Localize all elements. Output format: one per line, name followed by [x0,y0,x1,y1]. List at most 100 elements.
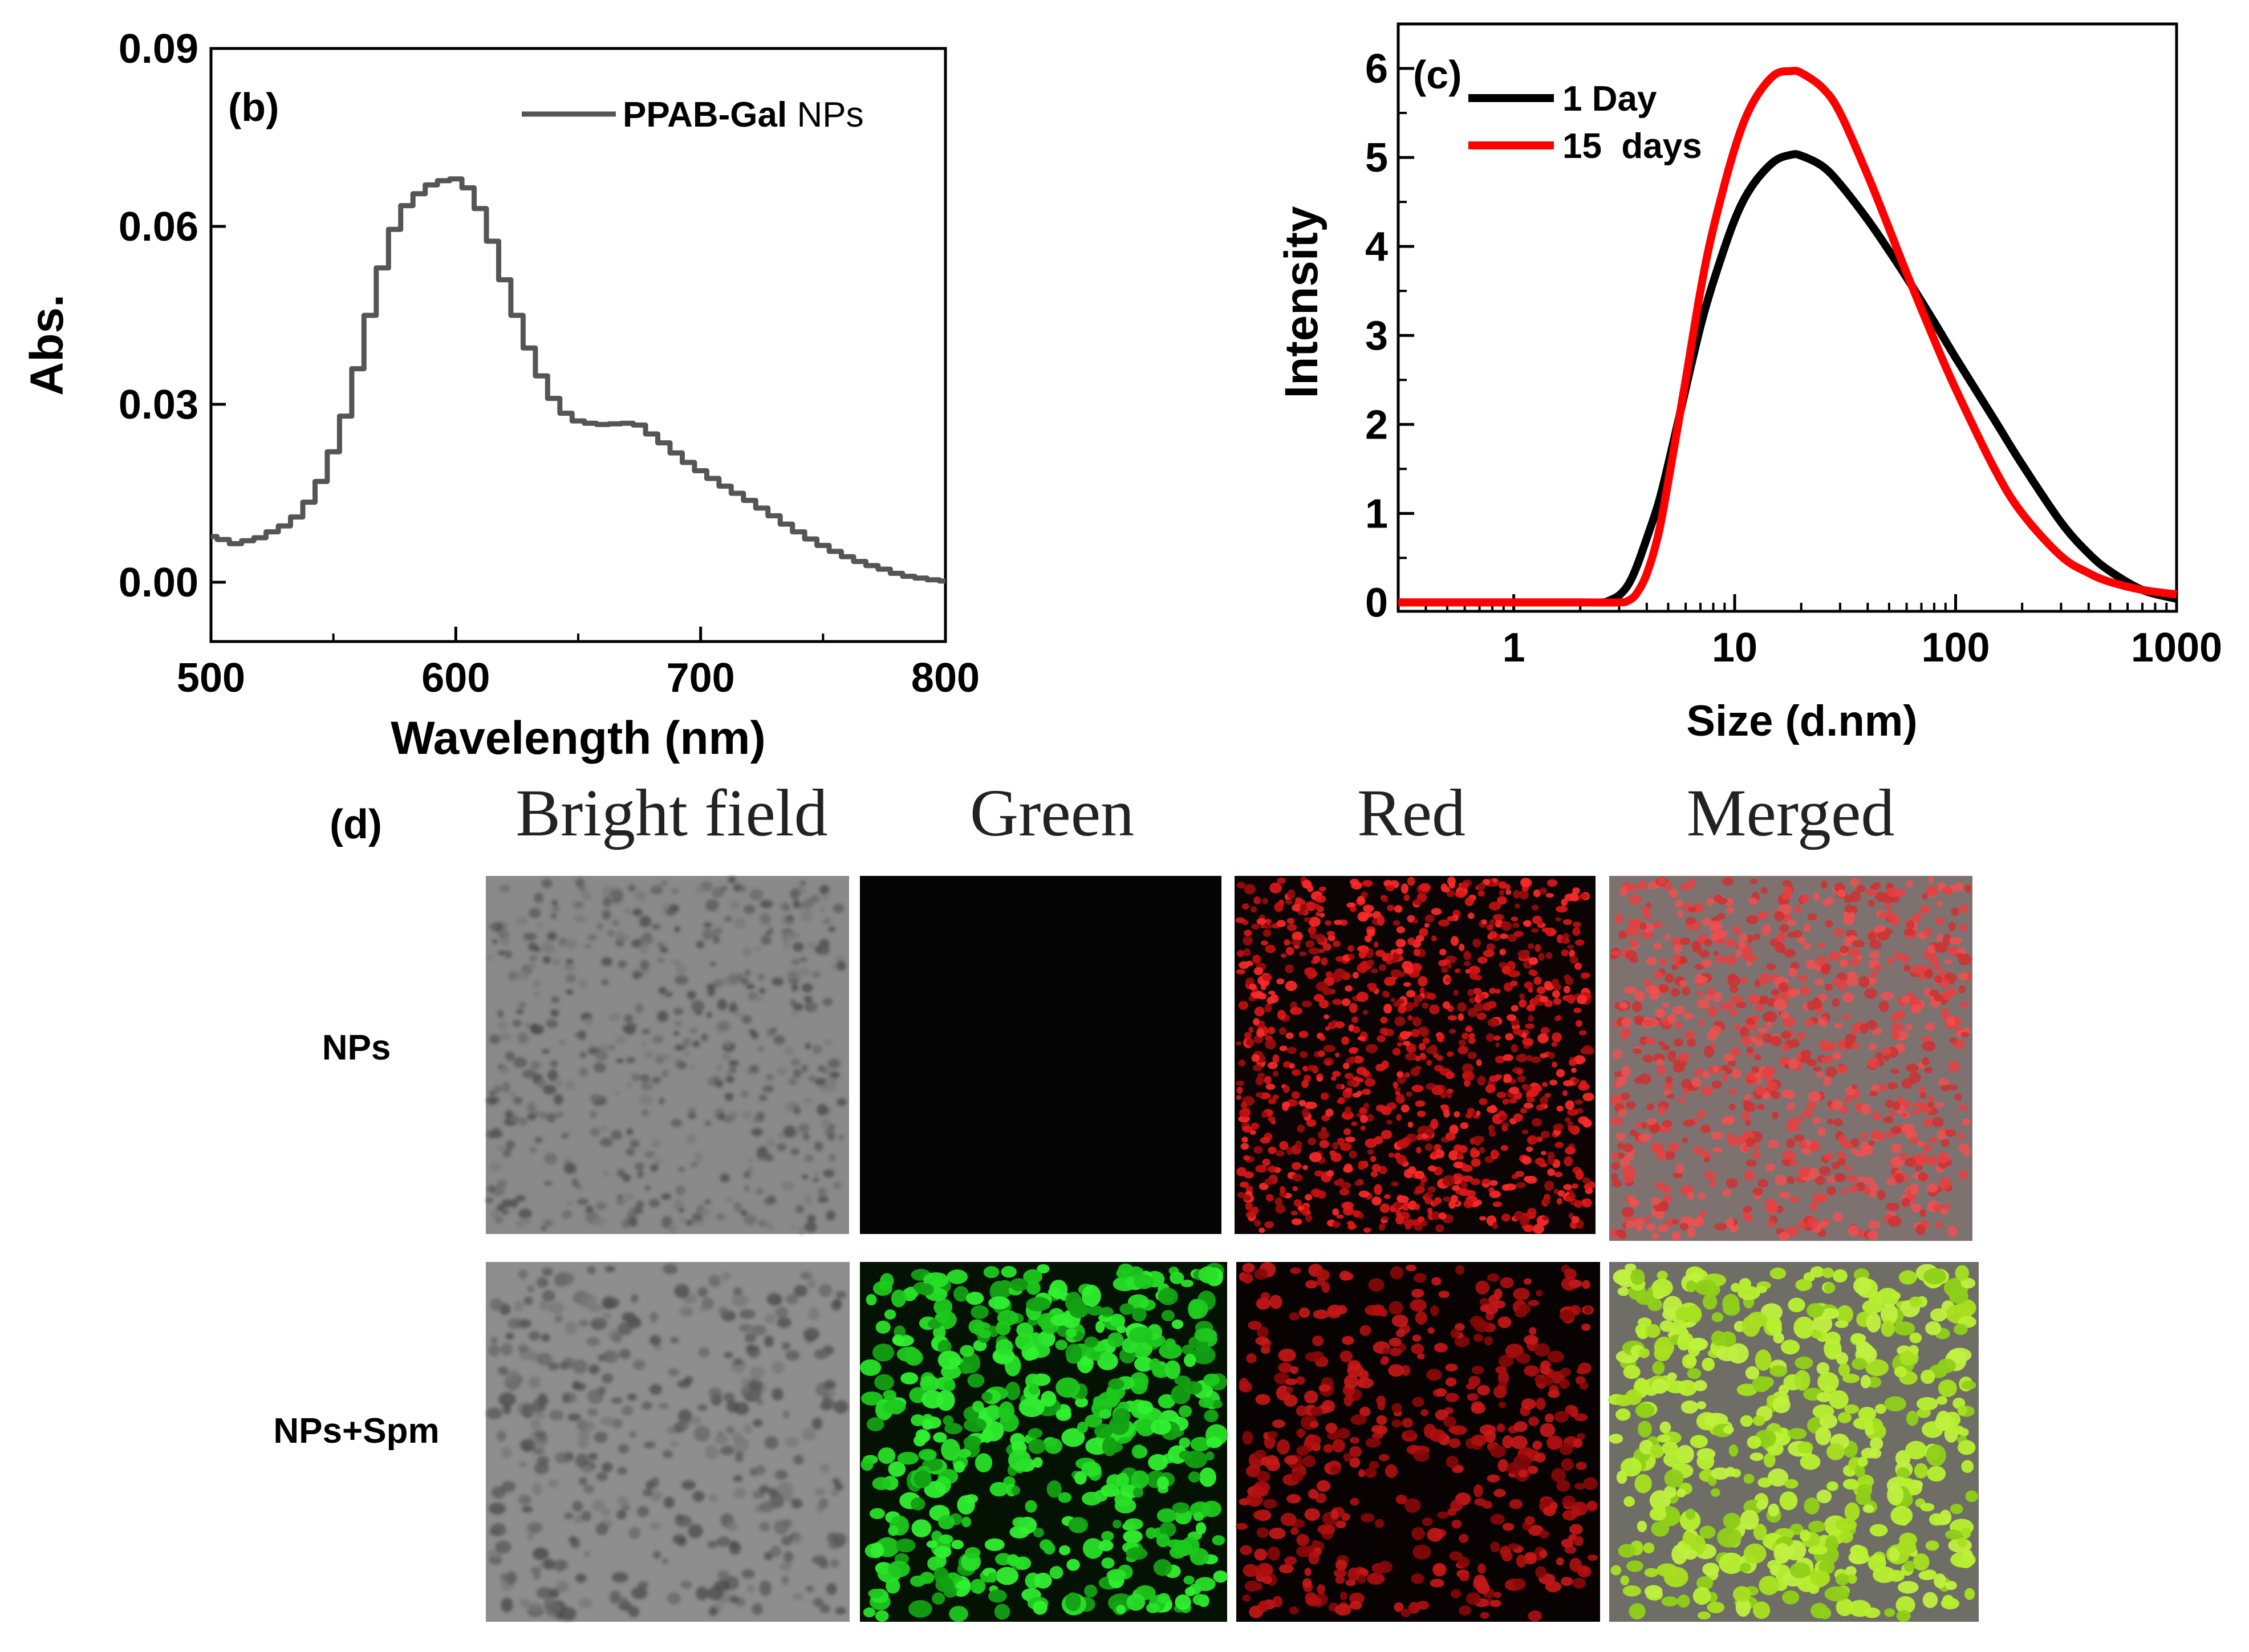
cell [1761,924,1771,936]
cell [587,1266,596,1274]
cell [1540,1026,1550,1034]
cell [674,975,689,985]
cell [1890,1126,1902,1134]
cell [1462,1071,1475,1082]
cell [515,1009,524,1014]
cell [1339,1350,1353,1362]
cell [1869,1183,1878,1191]
cell [1427,993,1436,1000]
cell [1507,970,1520,977]
cell [1443,1416,1456,1427]
cell [1333,1569,1347,1577]
cell [1245,1202,1253,1211]
cell [1910,1004,1922,1014]
cell [1878,1083,1887,1092]
cell [1724,955,1737,965]
cell [1386,884,1395,892]
cell [1939,1208,1948,1215]
cell [1562,1495,1576,1507]
cell [1657,1271,1668,1280]
cell [1909,1296,1922,1308]
cell [1894,1321,1915,1336]
cell [1183,1576,1195,1585]
cell [1332,998,1342,1005]
cell [1392,1048,1401,1056]
cell [867,1417,884,1432]
cell [1086,1305,1105,1316]
cell [1511,1005,1519,1012]
cell [1172,1502,1190,1513]
cell [603,896,611,907]
cell [1584,1184,1590,1190]
cell [812,1178,819,1183]
cell [1766,1316,1782,1334]
cell [561,1393,571,1403]
cell [1350,906,1357,912]
cell [1918,1086,1926,1093]
cell [1116,1268,1131,1279]
cell [584,1018,594,1026]
cell [707,1540,718,1548]
cell [1726,907,1734,914]
cell [1416,1147,1422,1154]
cell [1326,1170,1334,1177]
cell [1298,951,1307,956]
cell [747,1172,753,1178]
cell [624,908,631,915]
cell [1066,1328,1077,1338]
cell [1179,1450,1192,1460]
cell [523,932,537,941]
cell [1730,985,1738,993]
cell [600,957,612,967]
cell [1937,1130,1947,1140]
cell [616,1199,626,1205]
cell [1412,1397,1424,1407]
cell [924,1481,947,1499]
cell [1284,1455,1298,1465]
cell [1269,882,1282,894]
cell [1533,997,1540,1004]
cell [1461,1181,1468,1190]
cell [1556,1480,1570,1492]
cell [1771,989,1780,996]
cell [542,1085,557,1095]
cell [1845,1034,1857,1044]
cell [1559,1378,1570,1389]
cell [1462,1032,1469,1040]
cell [1549,1079,1558,1086]
cell [1447,876,1456,886]
cell [1386,1119,1393,1125]
row-label-nps: NPs [322,1028,391,1067]
cell [1116,1472,1130,1488]
cell [1875,1052,1883,1061]
cell [1679,937,1691,945]
cell [1757,1179,1769,1188]
cell [1282,1101,1290,1109]
cell [1495,1042,1500,1048]
cell [1905,1157,1917,1167]
cell [1747,1312,1768,1328]
cell [1807,913,1817,921]
cell [960,1345,975,1357]
cell [790,931,799,940]
cell [565,1080,575,1090]
cell [1672,1006,1686,1015]
cell [1621,1017,1632,1028]
cell [720,886,728,891]
cell [1205,1451,1215,1461]
cell [1286,924,1297,931]
cell [1753,1015,1759,1022]
cell [1661,1596,1679,1607]
cell [1362,1010,1369,1015]
cell [1131,1470,1149,1489]
cell [1511,916,1519,922]
cell [1579,1030,1587,1036]
cell [1319,1139,1329,1148]
cell [1806,1303,1824,1318]
cell [583,1550,591,1558]
cell [1659,958,1667,965]
cell [1407,876,1415,886]
cell [1539,1549,1548,1558]
cell [1861,1447,1877,1459]
cell [1415,1171,1424,1179]
